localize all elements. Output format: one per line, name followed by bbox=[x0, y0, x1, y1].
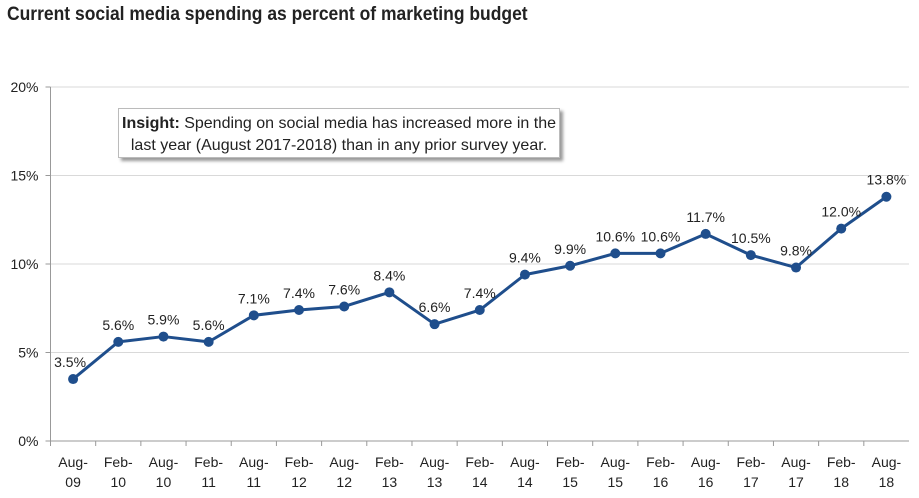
data-point bbox=[429, 319, 440, 330]
data-point bbox=[610, 248, 621, 259]
x-tick-label: Aug- bbox=[601, 454, 631, 470]
data-point bbox=[203, 336, 214, 347]
x-tick-label: Feb- bbox=[465, 454, 494, 470]
data-point bbox=[836, 223, 847, 234]
y-tick-label: 0% bbox=[18, 433, 38, 449]
x-tick-label: Feb- bbox=[375, 454, 404, 470]
x-tick-label: Feb- bbox=[646, 454, 675, 470]
x-tick-label: 18 bbox=[833, 474, 849, 490]
data-label: 5.6% bbox=[102, 317, 134, 333]
x-tick-label: 17 bbox=[743, 474, 759, 490]
data-label: 7.1% bbox=[238, 290, 270, 306]
x-tick-label: Feb- bbox=[194, 454, 223, 470]
data-label: 3.5% bbox=[54, 354, 86, 370]
x-tick-label: 13 bbox=[382, 474, 398, 490]
x-tick-label: Aug- bbox=[329, 454, 359, 470]
data-label: 8.4% bbox=[373, 267, 405, 283]
x-tick-label: Aug- bbox=[510, 454, 540, 470]
data-label: 13.8% bbox=[867, 172, 907, 188]
data-point bbox=[113, 336, 124, 347]
data-label: 12.0% bbox=[821, 204, 861, 220]
data-point bbox=[384, 287, 395, 298]
data-point bbox=[700, 228, 711, 239]
data-label: 9.8% bbox=[780, 243, 812, 259]
data-label: 11.7% bbox=[686, 209, 725, 225]
x-tick-label: 16 bbox=[698, 474, 714, 490]
data-point bbox=[68, 374, 79, 385]
x-tick-label: Aug- bbox=[691, 454, 721, 470]
data-point bbox=[519, 269, 530, 280]
data-point bbox=[158, 331, 169, 342]
x-tick-label: Aug- bbox=[872, 454, 902, 470]
y-tick-label: 5% bbox=[18, 345, 38, 361]
data-point bbox=[655, 248, 666, 259]
x-tick-label: 17 bbox=[788, 474, 804, 490]
x-tick-label: 10 bbox=[110, 474, 126, 490]
data-label: 10.6% bbox=[595, 228, 635, 244]
x-tick-label: Aug- bbox=[58, 454, 88, 470]
data-label: 6.6% bbox=[419, 299, 451, 315]
data-point bbox=[248, 310, 259, 321]
insight-callout: Insight: Spending on social media has in… bbox=[118, 108, 560, 158]
data-point bbox=[745, 250, 756, 261]
x-tick-label: Feb- bbox=[827, 454, 856, 470]
y-tick-label: 20% bbox=[10, 79, 38, 95]
x-tick-label: Feb- bbox=[104, 454, 133, 470]
data-label: 7.4% bbox=[283, 285, 315, 301]
data-label: 10.6% bbox=[641, 228, 681, 244]
insight-text: Spending on social media has increased m… bbox=[130, 115, 556, 154]
data-point bbox=[565, 260, 576, 271]
data-point bbox=[339, 301, 350, 312]
x-tick-label: Aug- bbox=[239, 454, 269, 470]
data-label: 9.4% bbox=[509, 250, 541, 266]
x-tick-label: Feb- bbox=[556, 454, 585, 470]
x-tick-label: 16 bbox=[653, 474, 669, 490]
x-tick-label: Aug- bbox=[149, 454, 179, 470]
data-label: 5.6% bbox=[193, 317, 225, 333]
x-tick-label: 15 bbox=[608, 474, 624, 490]
insight-label: Insight: bbox=[122, 115, 180, 132]
data-label: 9.9% bbox=[554, 241, 586, 257]
data-point bbox=[791, 262, 802, 273]
x-tick-label: 11 bbox=[247, 474, 262, 490]
x-tick-label: Feb- bbox=[285, 454, 314, 470]
x-tick-label: Aug- bbox=[420, 454, 450, 470]
data-point bbox=[474, 305, 485, 316]
x-tick-label: 18 bbox=[879, 474, 895, 490]
data-label: 7.6% bbox=[328, 281, 360, 297]
data-label: 10.5% bbox=[731, 230, 771, 246]
x-tick-label: 09 bbox=[65, 474, 81, 490]
x-tick-label: 14 bbox=[517, 474, 533, 490]
y-tick-label: 15% bbox=[10, 168, 38, 184]
x-tick-label: 12 bbox=[336, 474, 352, 490]
data-label: 7.4% bbox=[464, 285, 496, 301]
x-tick-label: 12 bbox=[291, 474, 307, 490]
x-tick-label: 14 bbox=[472, 474, 488, 490]
x-tick-label: Aug- bbox=[781, 454, 811, 470]
data-point bbox=[881, 191, 892, 202]
chart-title: Current social media spending as percent… bbox=[7, 4, 528, 25]
y-tick-label: 10% bbox=[10, 256, 38, 272]
data-point bbox=[294, 305, 305, 316]
x-tick-label: 13 bbox=[427, 474, 443, 490]
x-tick-label: 15 bbox=[562, 474, 578, 490]
x-tick-label: 10 bbox=[156, 474, 172, 490]
data-label: 5.9% bbox=[147, 312, 179, 328]
x-tick-label: Feb- bbox=[736, 454, 765, 470]
x-tick-label: 11 bbox=[201, 474, 216, 490]
